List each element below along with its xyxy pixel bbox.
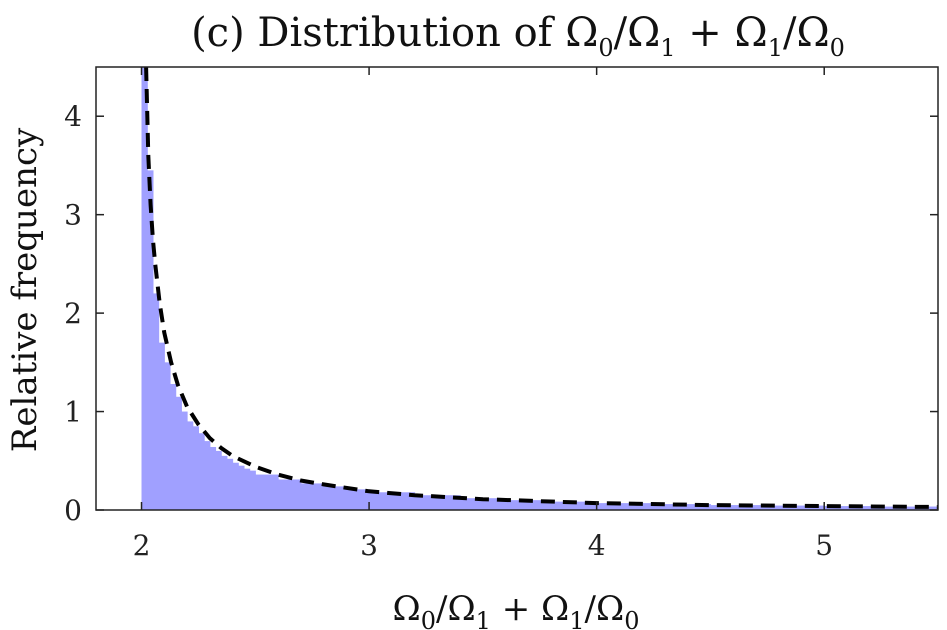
x-tick-label: 2 — [133, 529, 151, 562]
histogram-bar — [346, 489, 370, 510]
histogram-bar — [414, 495, 461, 510]
y-tick-label: 2 — [64, 297, 82, 330]
histogram-bar — [278, 479, 302, 510]
chart-title: (c) Distribution of Ω0/Ω1 + Ω1/Ω0 — [191, 10, 845, 62]
histogram-bar — [187, 421, 194, 510]
histogram-bar — [181, 411, 188, 510]
histogram-bar — [204, 441, 211, 510]
y-axis-label: Relative frequency — [5, 127, 45, 452]
histogram-bar — [255, 474, 279, 510]
histogram-bar — [249, 470, 256, 510]
histogram-bar — [221, 455, 228, 510]
y-tick-label: 1 — [64, 396, 82, 429]
histogram-bar — [215, 450, 222, 510]
histogram-bar — [147, 170, 154, 510]
histogram-bar — [152, 293, 160, 510]
histogram-bar — [232, 462, 239, 510]
histogram-bar — [141, 67, 148, 510]
fit-curve-line — [144, 67, 938, 509]
histogram-bar — [243, 468, 251, 510]
histogram-bar — [192, 426, 200, 510]
histogram-bar — [164, 362, 171, 510]
histogram-bar — [238, 465, 245, 510]
histogram-bar — [169, 383, 177, 510]
x-tick-label: 5 — [815, 529, 833, 562]
y-tick-label: 3 — [64, 199, 82, 232]
histogram-bar — [175, 396, 182, 510]
histogram-bar — [300, 483, 325, 510]
y-tick-label: 0 — [64, 494, 82, 527]
histogram-bar — [209, 446, 217, 510]
histogram-bar — [551, 501, 598, 510]
x-axis-label: Ω0/Ω1 + Ω1/Ω0 — [393, 589, 640, 630]
histogram-bar — [158, 342, 165, 510]
histogram-bar — [226, 458, 234, 510]
histogram-bar — [505, 500, 552, 510]
histogram-bar — [710, 505, 768, 510]
histogram-bar — [460, 498, 507, 510]
histogram-bar — [881, 506, 938, 510]
histogram-bar — [198, 433, 205, 510]
plot-area — [141, 67, 938, 510]
x-tick-label: 4 — [588, 529, 606, 562]
histogram-bar — [369, 492, 416, 510]
histogram-bar — [323, 486, 347, 510]
y-tick-label: 4 — [64, 100, 82, 133]
axes-box — [95, 66, 939, 511]
histogram-bar — [653, 504, 712, 510]
x-tick-label: 3 — [360, 529, 378, 562]
histogram-bar — [596, 503, 655, 510]
